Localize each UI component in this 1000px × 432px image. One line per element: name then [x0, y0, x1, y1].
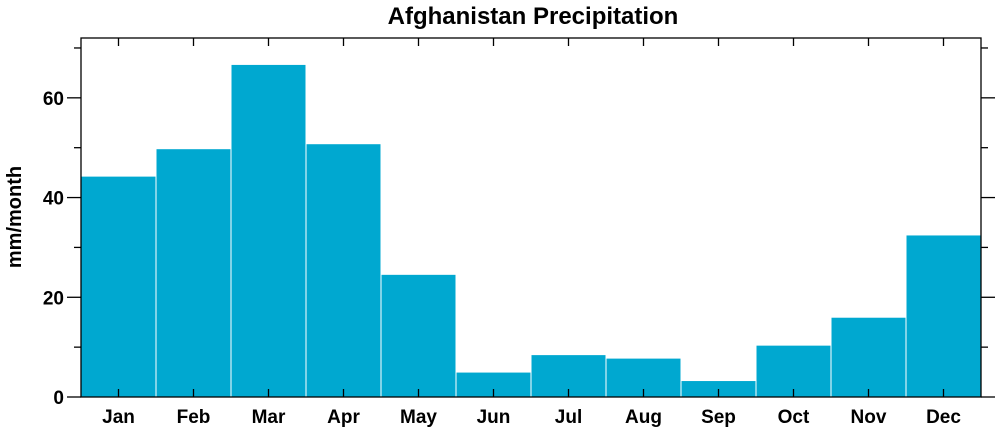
y-tick-labels: 0 20 40 60	[43, 89, 64, 409]
x-tick-label-apr: Apr	[327, 407, 360, 428]
x-tick-label-may: May	[400, 407, 437, 428]
axis-ticks	[67, 38, 995, 398]
x-tick-label-aug: Aug	[625, 407, 662, 428]
x-tick-label-nov: Nov	[851, 407, 887, 428]
bar-dec	[905, 234, 982, 398]
y-tick-label-40: 40	[43, 189, 64, 210]
x-tick-label-jul: Jul	[555, 407, 582, 428]
y-tick-label-60: 60	[43, 89, 64, 110]
bar-apr	[305, 143, 382, 398]
x-tick-label-feb: Feb	[177, 407, 211, 428]
bar-nov	[830, 316, 907, 398]
y-tick-label-20: 20	[43, 288, 64, 309]
bar-feb	[155, 148, 232, 398]
x-tick-label-jun: Jun	[477, 407, 511, 428]
bar-mar	[230, 63, 307, 398]
x-tick-label-mar: Mar	[252, 407, 286, 428]
x-tick-label-oct: Oct	[778, 407, 810, 428]
chart-title: Afghanistan Precipitation	[388, 3, 679, 30]
plot-frame	[80, 37, 982, 398]
bar-may	[380, 273, 457, 398]
x-tick-labels: Jan Feb Mar Apr May Jun Jul Aug Sep Oct Nov Dec	[102, 407, 961, 428]
x-tick-label-dec: Dec	[926, 407, 961, 428]
bar-aug	[605, 357, 682, 398]
bars-group	[80, 63, 982, 398]
x-tick-label-sep: Sep	[701, 407, 736, 428]
y-tick-label-0: 0	[53, 388, 64, 409]
bar-jan	[80, 175, 157, 398]
x-tick-label-jan: Jan	[102, 407, 135, 428]
y-axis-label: mm/month	[4, 166, 26, 268]
